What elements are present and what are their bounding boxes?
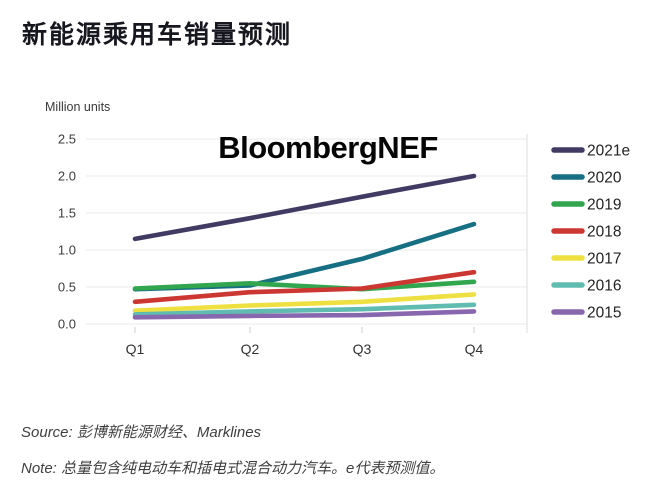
y-axis-tick-label: 1.5: [58, 206, 76, 221]
y-axis-tick-label: 2.5: [58, 132, 76, 147]
x-axis-tick-label: Q2: [241, 341, 260, 357]
y-axis-unit-label: Million units: [45, 100, 111, 114]
legend-label-2015: 2015: [587, 305, 621, 322]
y-axis-tick-label: 0.0: [58, 317, 76, 332]
x-axis-tick-label: Q3: [353, 341, 372, 357]
series-line-2017: [132, 292, 477, 314]
legend-label-2017: 2017: [587, 251, 621, 268]
series-line-2016: [132, 302, 477, 317]
legend-label-2016: 2016: [587, 278, 621, 295]
x-axis-tick-label: Q4: [465, 341, 484, 357]
x-axis-tick-label: Q1: [126, 341, 145, 357]
series-line-2018: [132, 269, 477, 305]
page-title: 新能源乘用车销量预测: [22, 21, 293, 49]
y-axis-tick-label: 1.0: [58, 243, 76, 258]
legend-label-2018: 2018: [587, 224, 621, 241]
note-text: Note: 总量包含纯电动车和插电式混合动力汽车。e代表预测值。: [21, 460, 445, 477]
legend-label-2020: 2020: [587, 170, 622, 187]
series-line-2015: [132, 309, 477, 320]
y-axis-tick-label: 0.5: [58, 280, 76, 295]
legend-label-2021e: 2021e: [587, 143, 630, 160]
watermark: BloombergNEF: [218, 130, 438, 165]
legend-label-2019: 2019: [587, 197, 621, 214]
series-line-2019: [132, 279, 477, 292]
y-axis-tick-label: 2.0: [58, 169, 76, 184]
series-line-2021e: [132, 173, 477, 242]
source-text: Source: 彭博新能源财经、Marklines: [21, 424, 262, 441]
